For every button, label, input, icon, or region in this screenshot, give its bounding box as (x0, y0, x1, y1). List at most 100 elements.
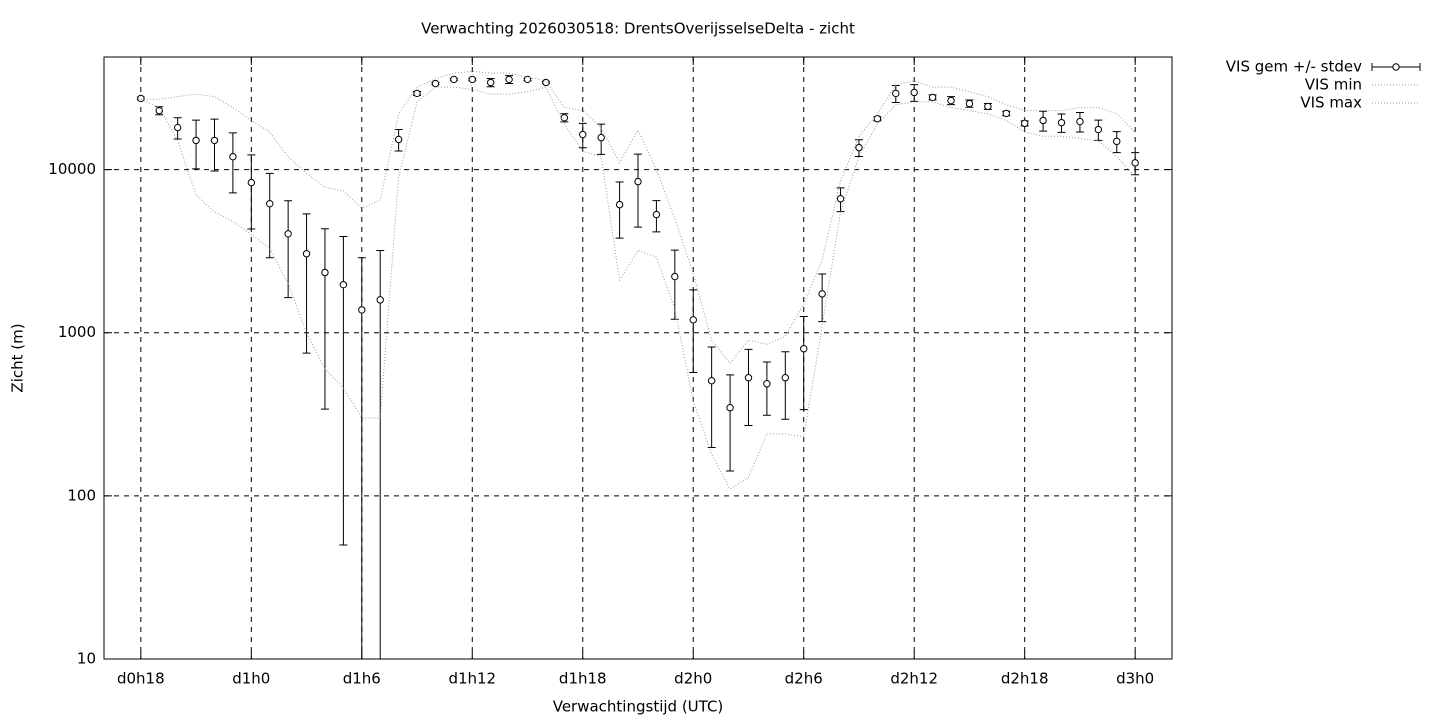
error-bar (284, 200, 293, 299)
x-tick-label: d2h18 (1001, 670, 1049, 688)
grid (104, 57, 1172, 659)
x-tick-label: d2h0 (674, 670, 712, 688)
error-bar (689, 289, 698, 374)
data-point (652, 210, 661, 219)
min-max-line (140, 86, 1136, 490)
x-tick-label: d2h6 (785, 670, 823, 688)
data-point (726, 404, 734, 412)
data-point (873, 115, 882, 123)
x-tick-label: d1h12 (448, 670, 496, 688)
error-bar (818, 273, 827, 323)
data-point (928, 93, 937, 102)
y-tick-label: 10 (77, 650, 96, 668)
x-tick-label: d0h18 (117, 670, 165, 688)
error-bar (357, 257, 366, 659)
data-point (486, 78, 495, 87)
data-point (468, 75, 476, 84)
error-bar (210, 118, 219, 172)
data-point (744, 374, 753, 382)
data-point (634, 177, 642, 186)
error-bar (707, 346, 716, 448)
min-max-line (140, 70, 1136, 365)
data-point (855, 143, 863, 152)
data-point (284, 230, 292, 238)
data-point (1113, 137, 1121, 146)
data-point (892, 89, 900, 98)
error-bar (726, 374, 735, 472)
data-point (247, 178, 256, 187)
data-point (965, 99, 974, 108)
error-bar (781, 351, 790, 420)
data-point (1020, 119, 1029, 128)
data-point (192, 136, 200, 145)
x-tick-label: d1h18 (559, 670, 607, 688)
error-bar (320, 228, 329, 410)
x-tick-label: d1h6 (343, 670, 381, 688)
error-bar (376, 250, 385, 659)
data-point (413, 89, 421, 98)
y-axis-label: Zicht (m) (9, 323, 27, 392)
data-point (560, 114, 569, 122)
error-bar (265, 172, 274, 259)
error-bar (192, 119, 201, 170)
legend-sample (1392, 63, 1400, 71)
error-bar (799, 315, 808, 411)
data-point (505, 75, 513, 84)
chart-title: Verwachting 2026030518: DrentsOverijssel… (421, 20, 855, 38)
x-tick-label: d1h0 (232, 670, 270, 688)
data-point (763, 380, 771, 388)
data-point (1076, 117, 1084, 126)
legend-label: VIS max (1300, 94, 1362, 112)
x-axis-label: Verwachtingstijd (UTC) (553, 698, 724, 716)
data-point (910, 88, 918, 97)
data-point (339, 280, 348, 289)
legend-label: VIS min (1305, 76, 1362, 94)
data-point (155, 106, 163, 115)
legend-label: VIS gem +/- stdev (1226, 58, 1362, 76)
data-point (1057, 118, 1066, 127)
data-point (836, 195, 845, 203)
data-point (984, 102, 992, 111)
data-point (818, 290, 826, 298)
y-tick-label: 10000 (48, 160, 96, 178)
data-point (1002, 109, 1010, 118)
plot-frame (103, 56, 1173, 660)
plot-area (136, 70, 1140, 659)
data-point (173, 123, 182, 132)
data-point (523, 75, 532, 84)
x-tick-label: d2h12 (890, 670, 938, 688)
data-point (394, 135, 403, 144)
error-bar (762, 361, 771, 416)
error-bar (744, 348, 753, 426)
y-tick-label: 100 (67, 486, 96, 504)
data-point (376, 296, 384, 304)
data-point (321, 268, 329, 277)
data-point (431, 79, 440, 88)
error-bar (247, 154, 256, 230)
data-point (615, 200, 624, 209)
data-point (1094, 125, 1103, 134)
data-point (137, 94, 145, 103)
error-bar (615, 181, 624, 239)
error-bar (228, 132, 237, 194)
error-bar (634, 153, 642, 228)
data-point (266, 199, 274, 208)
data-point (597, 133, 605, 142)
data-point (1039, 116, 1047, 125)
data-point (579, 130, 587, 139)
data-point (358, 306, 366, 314)
data-point (450, 75, 458, 84)
data-point (1131, 159, 1139, 167)
x-tick-label: d3h0 (1116, 670, 1154, 688)
data-point (302, 250, 311, 258)
error-bar (670, 249, 679, 320)
error-bar (302, 213, 311, 354)
data-point (229, 152, 237, 161)
data-point (781, 374, 790, 382)
data-point (947, 96, 955, 105)
data-point (671, 272, 679, 281)
data-point (210, 136, 219, 145)
data-point (707, 377, 716, 385)
